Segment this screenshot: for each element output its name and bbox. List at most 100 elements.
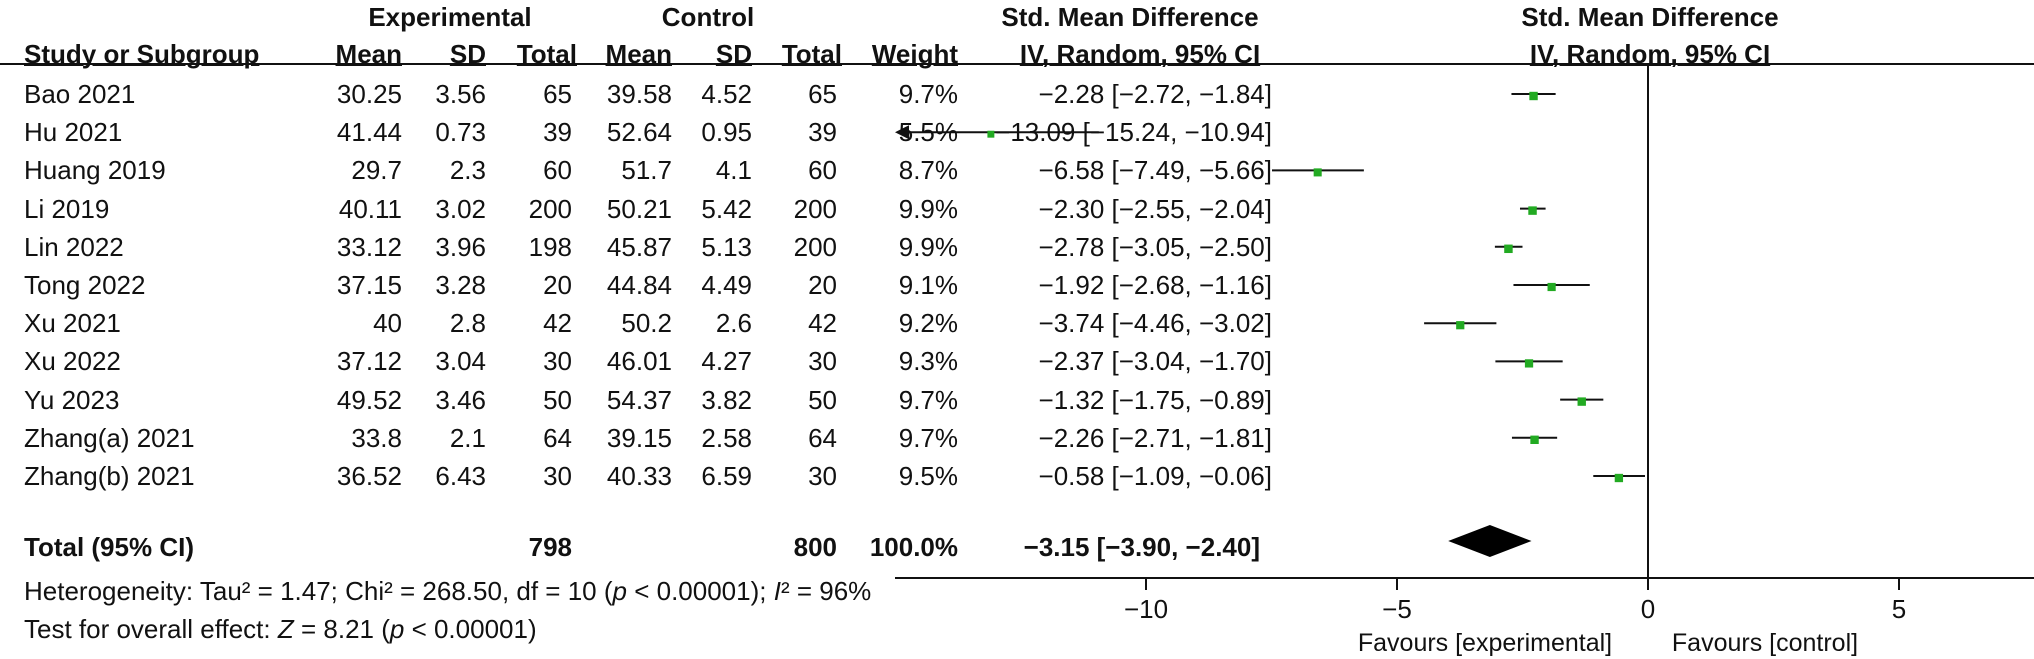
cell-exp-mean: 37.12: [336, 346, 402, 377]
cell-study-name: Li 2019: [24, 193, 110, 224]
experimental-header: Experimental: [368, 2, 532, 32]
cell-ctl-mean: 45.87: [606, 231, 672, 262]
favours-right-label: Favours [control]: [1671, 629, 1859, 657]
cell-ctl-sd: 3.82: [701, 384, 752, 415]
total-label: Total (95% CI): [24, 532, 194, 562]
cell-exp-total: 50: [543, 384, 572, 415]
cell-exp-mean: 30.25: [336, 79, 402, 109]
cell-ctl-total: 64: [808, 422, 837, 453]
overall-effect-text: Test for overall effect: Z = 8.21 (p < 0…: [24, 614, 537, 644]
cell-ctl-total: 20: [808, 270, 837, 300]
cell-weight: 9.1%: [898, 270, 958, 300]
cell-ctl-total: 30: [808, 346, 837, 377]
cell-ctl-sd: 4.1: [715, 155, 752, 186]
cell-ctl-mean: 52.64: [606, 117, 672, 148]
cell-exp-sd: 2.3: [449, 155, 486, 186]
cell-weight: 9.2%: [898, 308, 958, 339]
cell-ctl-mean: 54.37: [606, 384, 672, 415]
cell-weight: 9.3%: [898, 346, 958, 377]
cell-exp-mean: 41.44: [336, 117, 402, 148]
cell-exp-total: 60: [543, 155, 572, 186]
cell-exp-sd: 3.04: [435, 346, 486, 377]
cell-ctl-sd: 6.59: [701, 461, 752, 491]
cell-ci: −2.78 [−3.05, −2.50]: [1038, 231, 1272, 262]
cell-study-name: Xu 2021: [24, 308, 121, 339]
total-exp-total: 798: [528, 532, 572, 562]
cell-exp-sd: 3.56: [435, 79, 486, 109]
total-ctl-total: 800: [793, 532, 837, 562]
cell-ci: −2.28 [−2.72, −1.84]: [1038, 79, 1272, 109]
cell-ctl-sd: 4.27: [701, 346, 752, 377]
cell-ctl-total: 30: [808, 461, 837, 491]
cell-exp-total: 39: [543, 117, 572, 148]
cell-study-name: Yu 2023: [24, 384, 120, 415]
cell-ctl-mean: 50.2: [621, 308, 672, 339]
test-part-b: = 8.21 (: [293, 614, 390, 644]
cell-exp-mean: 49.52: [336, 384, 402, 415]
cell-exp-mean: 40.11: [338, 193, 402, 224]
control-header: Control: [661, 2, 755, 32]
cell-exp-sd: 0.73: [435, 117, 486, 148]
het-part-a: Heterogeneity: Tau² = 1.47; Chi² = 268.5…: [24, 576, 613, 606]
ci-arrow: [895, 125, 909, 140]
het-part-b: < 0.00001);: [626, 576, 774, 606]
cell-ctl-total: 200: [793, 193, 837, 224]
cell-ctl-mean: 44.84: [606, 270, 672, 300]
cell-weight: 9.9%: [898, 193, 958, 224]
smd-table-header: Std. Mean Difference: [1001, 2, 1259, 32]
cell-study-name: Zhang(b) 2021: [24, 461, 195, 491]
favours-left-label: Favours [experimental]: [1357, 629, 1613, 657]
cell-ctl-total: 65: [808, 79, 837, 109]
cell-study-name: Hu 2021: [24, 117, 123, 148]
cell-exp-total: 30: [543, 346, 572, 377]
cell-study-name: Xu 2022: [24, 346, 121, 377]
cell-weight: 9.7%: [898, 79, 958, 109]
cell-exp-total: 198: [528, 231, 572, 262]
x-tick-label: 0: [1641, 594, 1655, 624]
study-marker: [1529, 91, 1538, 101]
cell-exp-total: 30: [543, 461, 572, 491]
cell-study-name: Zhang(a) 2021: [24, 422, 195, 453]
cell-weight: 8.7%: [898, 155, 958, 186]
x-tick-label: 5: [1892, 594, 1906, 624]
cell-ctl-sd: 5.13: [701, 231, 752, 262]
cell-exp-total: 200: [528, 193, 572, 224]
cell-ci: −6.58 [−7.49, −5.66]: [1038, 155, 1272, 186]
cell-ctl-mean: 50.21: [606, 193, 672, 224]
cell-weight: 9.7%: [898, 422, 958, 453]
study-marker: [1547, 282, 1556, 292]
cell-study-name: Lin 2022: [24, 231, 124, 262]
cell-exp-total: 64: [543, 422, 572, 453]
test-part-c: < 0.00001): [404, 614, 537, 644]
cell-ci: −2.26 [−2.71, −1.81]: [1038, 422, 1272, 453]
cell-exp-mean: 37.15: [336, 270, 402, 300]
cell-exp-mean: 29.7: [351, 155, 402, 186]
cell-ctl-sd: 2.6: [715, 308, 752, 339]
study-marker: [1614, 473, 1624, 483]
cell-ctl-mean: 51.7: [621, 155, 672, 186]
cell-exp-sd: 3.28: [435, 270, 486, 300]
cell-ctl-total: 200: [793, 231, 837, 262]
cell-ctl-sd: 4.49: [701, 270, 752, 300]
study-marker: [1456, 321, 1465, 330]
cell-ctl-sd: 0.95: [701, 117, 752, 148]
cell-weight: 9.9%: [898, 231, 958, 262]
het-part-c: ² = 96%: [780, 576, 872, 606]
cell-exp-sd: 3.02: [435, 193, 486, 224]
cell-ci: −3.74 [−4.46, −3.02]: [1038, 308, 1272, 339]
cell-exp-total: 42: [543, 308, 572, 339]
x-tick-label: −10: [1124, 594, 1168, 624]
cell-study-name: Tong 2022: [24, 270, 146, 300]
cell-ctl-total: 39: [808, 117, 837, 148]
cell-ctl-sd: 4.52: [701, 79, 752, 109]
study-marker: [987, 130, 995, 138]
x-tick-label: −5: [1382, 594, 1412, 624]
cell-ci: −2.30 [−2.55, −2.04]: [1038, 193, 1272, 224]
smd-plot-header: Std. Mean Difference: [1521, 2, 1779, 32]
cell-exp-sd: 6.43: [435, 461, 486, 491]
cell-exp-sd: 2.8: [449, 308, 486, 339]
cell-ctl-total: 42: [808, 308, 837, 339]
cell-ctl-sd: 2.58: [701, 422, 752, 453]
